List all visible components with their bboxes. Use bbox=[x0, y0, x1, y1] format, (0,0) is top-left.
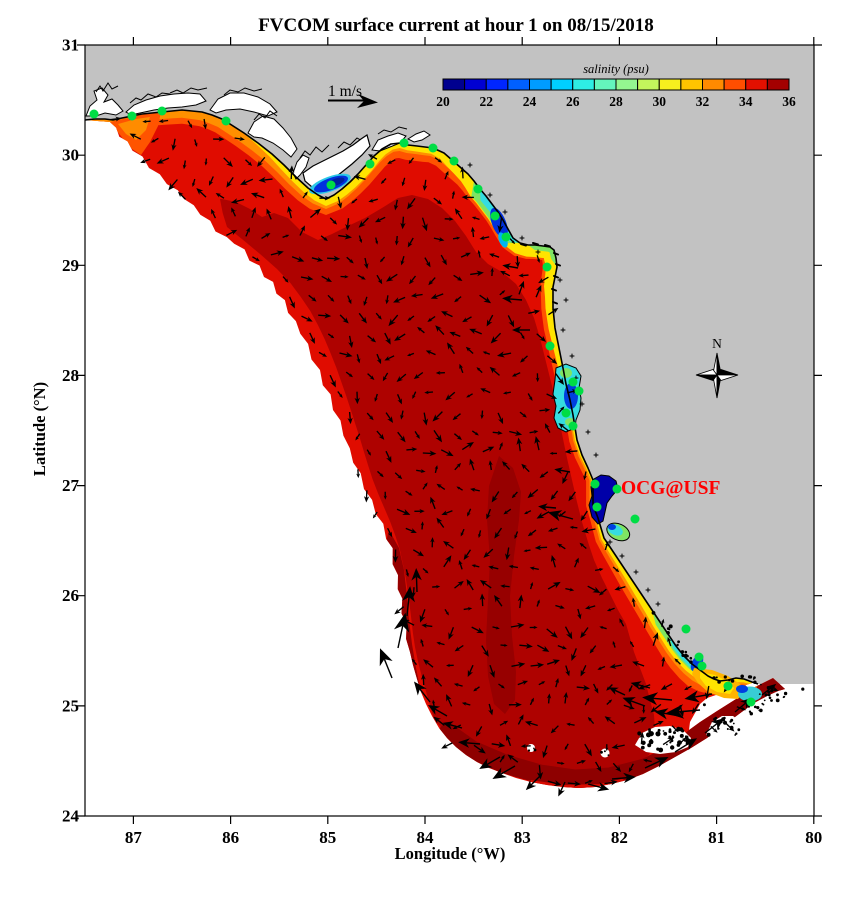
svg-text:OCG@USF: OCG@USF bbox=[621, 478, 720, 499]
svg-text:26: 26 bbox=[566, 94, 580, 109]
svg-text:27: 27 bbox=[62, 476, 80, 495]
svg-text:28: 28 bbox=[62, 366, 79, 385]
svg-text:24: 24 bbox=[62, 807, 80, 826]
svg-text:24: 24 bbox=[523, 94, 537, 109]
svg-text:25: 25 bbox=[62, 696, 79, 715]
svg-text:29: 29 bbox=[62, 256, 79, 275]
svg-text:N: N bbox=[712, 336, 722, 351]
svg-text:32: 32 bbox=[696, 94, 710, 109]
svg-text:FVCOM surface current at hour: FVCOM surface current at hour 1 on 08/15… bbox=[258, 15, 654, 36]
svg-text:85: 85 bbox=[319, 828, 336, 847]
svg-text:salinity (psu): salinity (psu) bbox=[583, 62, 649, 76]
svg-text:26: 26 bbox=[62, 586, 79, 605]
svg-text:86: 86 bbox=[222, 828, 239, 847]
svg-text:34: 34 bbox=[739, 94, 753, 109]
svg-text:Longitude (°W): Longitude (°W) bbox=[395, 844, 506, 863]
svg-text:28: 28 bbox=[609, 94, 623, 109]
svg-text:81: 81 bbox=[708, 828, 725, 847]
svg-text:82: 82 bbox=[611, 828, 628, 847]
svg-text:1 m/s: 1 m/s bbox=[328, 83, 362, 100]
svg-text:30: 30 bbox=[62, 146, 79, 165]
svg-text:80: 80 bbox=[805, 828, 822, 847]
svg-text:84: 84 bbox=[417, 828, 435, 847]
svg-text:87: 87 bbox=[125, 828, 143, 847]
svg-text:83: 83 bbox=[514, 828, 531, 847]
svg-text:36: 36 bbox=[782, 94, 796, 109]
svg-text:22: 22 bbox=[479, 94, 493, 109]
svg-text:Latitude (°N): Latitude (°N) bbox=[30, 382, 49, 476]
svg-text:31: 31 bbox=[62, 36, 79, 55]
svg-text:30: 30 bbox=[652, 94, 666, 109]
svg-text:20: 20 bbox=[436, 94, 450, 109]
